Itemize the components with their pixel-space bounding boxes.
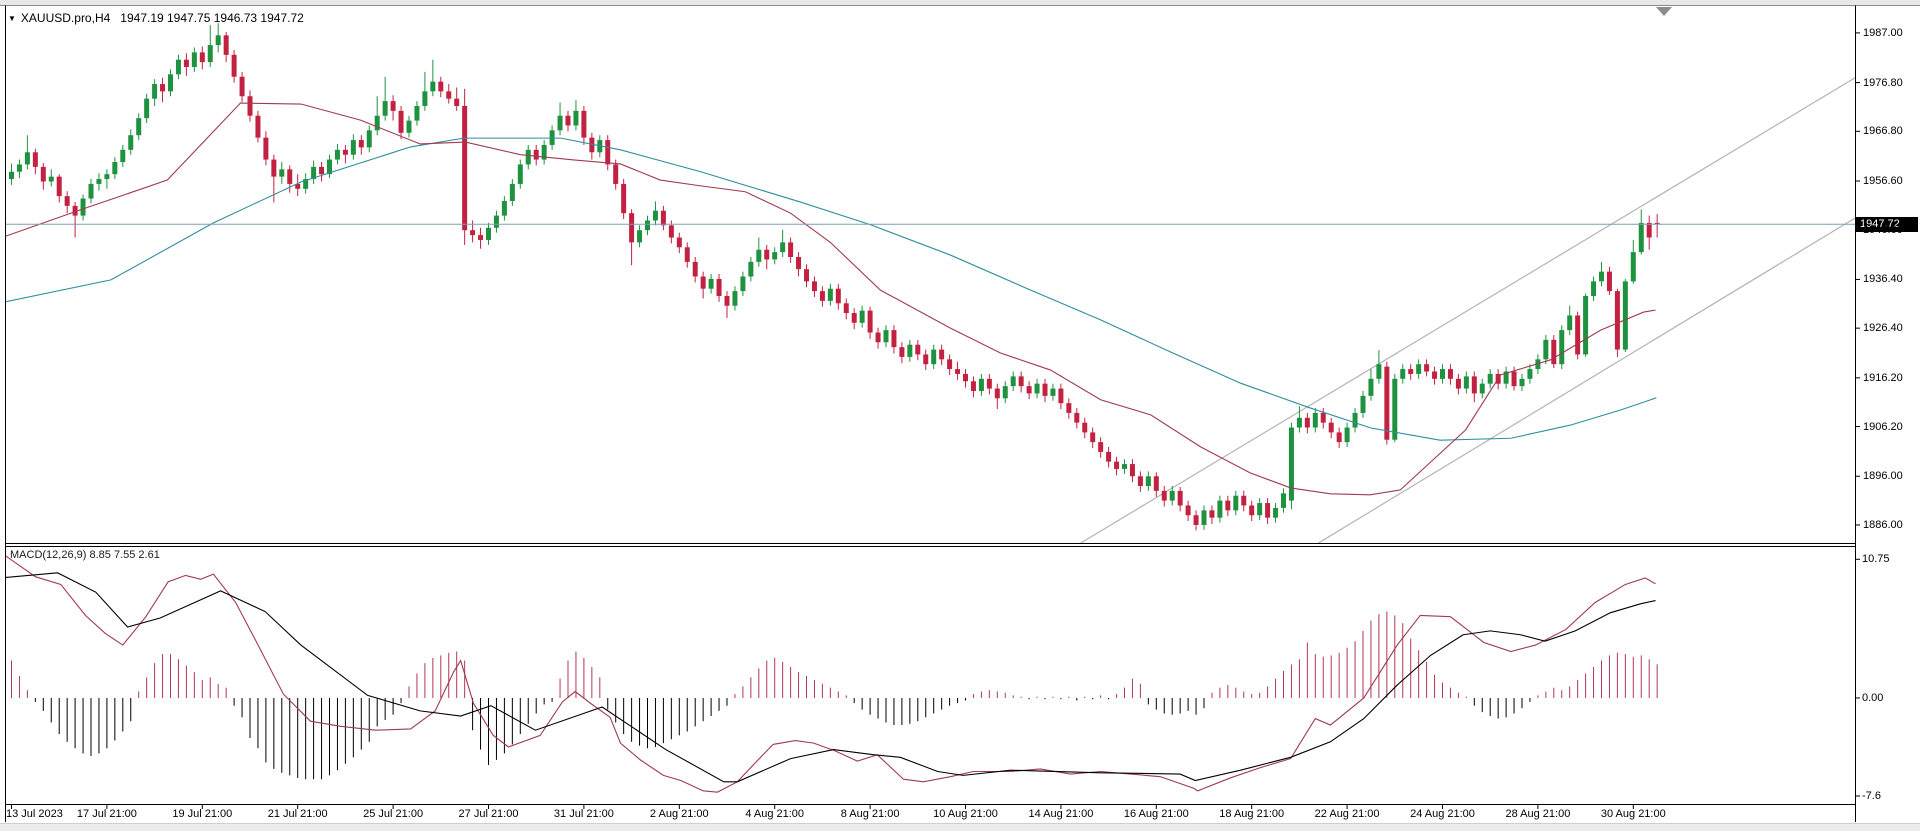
time-axis-label: 8 Aug 21:00 (840, 808, 900, 820)
price-axis-label: 1976.80 (1863, 76, 1903, 89)
price-axis-label: 1987.00 (1863, 26, 1903, 39)
macd-indicator-label: MACD(12,26,9) 8.85 7.55 2.61 (10, 549, 160, 561)
symbol-dropdown-icon[interactable]: ▼ (8, 14, 16, 23)
time-axis-label: 27 Jul 21:00 (458, 808, 519, 820)
time-axis-label: 10 Aug 21:00 (933, 808, 998, 820)
bottom-strip (0, 823, 1920, 831)
price-axis-label: 1936.40 (1863, 273, 1903, 286)
symbol-quotes: 1947.19 1947.75 1946.73 1947.72 (120, 11, 304, 25)
macd-axis-label: 10.75 (1862, 553, 1890, 566)
time-axis-label: 4 Aug 21:00 (745, 808, 805, 820)
price-axis-label: 1946.60 (1863, 223, 1903, 236)
price-axis-label: 1906.20 (1863, 420, 1903, 433)
time-axis-label: 2 Aug 21:00 (649, 808, 709, 820)
macd-indicator-name: MACD(12,26,9) (10, 549, 87, 561)
price-axis-label: 1926.40 (1863, 322, 1903, 335)
symbol-name: XAUUSD.pro,H4 (20, 11, 111, 25)
current-price-box: 1947.72 (1856, 217, 1918, 232)
time-axis-label: 18 Aug 21:00 (1219, 808, 1285, 820)
time-axis-label: 30 Aug 21:00 (1600, 808, 1666, 820)
time-axis-label: 19 Jul 21:00 (172, 808, 233, 820)
main-price-plot (6, 23, 1855, 543)
time-axis-label: 22 Aug 21:00 (1314, 808, 1380, 820)
time-axis-label: 21 Jul 21:00 (267, 808, 328, 820)
time-axis-label: 28 Aug 21:00 (1505, 808, 1571, 820)
time-axis-label: 14 Aug 21:00 (1028, 808, 1094, 820)
price-axis-label: 1966.80 (1863, 125, 1903, 138)
price-axis-label: 1886.00 (1863, 518, 1903, 531)
macd-axis-label: 0.00 (1862, 691, 1884, 704)
time-axis-label: 31 Jul 21:00 (553, 808, 614, 820)
macd-axis-label: -7.6 (1862, 790, 1881, 802)
time-axis-label: 25 Jul 21:00 (363, 808, 424, 820)
time-axis-label: 24 Aug 21:00 (1410, 808, 1475, 820)
time-axis-label: 13 Jul 2023 (6, 808, 63, 820)
scroll-to-end-marker-icon[interactable] (1656, 7, 1672, 16)
price-axis-label: 1916.20 (1863, 371, 1903, 384)
current-price-value: 1947.72 (1860, 218, 1900, 230)
price-axis-label: 1956.60 (1863, 175, 1903, 187)
macd-plot (6, 555, 1658, 793)
time-axis-label: 17 Jul 21:00 (76, 808, 137, 820)
macd-indicator-values: 8.85 7.55 2.61 (89, 549, 160, 561)
time-axis-label: 16 Aug 21:00 (1123, 808, 1189, 820)
symbol-title: ▼ XAUUSD.pro,H4 1947.19 1947.75 1946.73 19… (8, 11, 304, 25)
price-axis-label: 1896.00 (1863, 470, 1903, 483)
